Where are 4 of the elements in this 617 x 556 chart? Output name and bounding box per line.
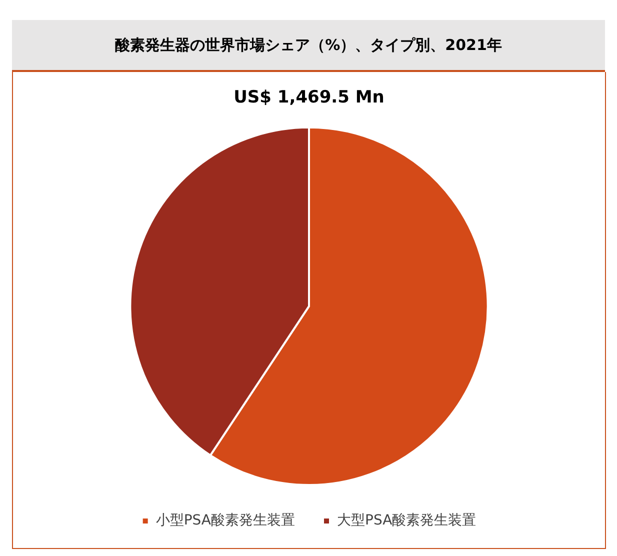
legend-label: 小型PSA酸素発生装置	[156, 512, 296, 529]
chart-title: 酸素発生器の世界市場シェア（%）、タイプ別、2021年	[12, 20, 605, 72]
chart-subtitle: US$ 1,469.5 Mn	[234, 88, 384, 108]
legend-label: 大型PSA酸素発生装置	[337, 512, 476, 529]
